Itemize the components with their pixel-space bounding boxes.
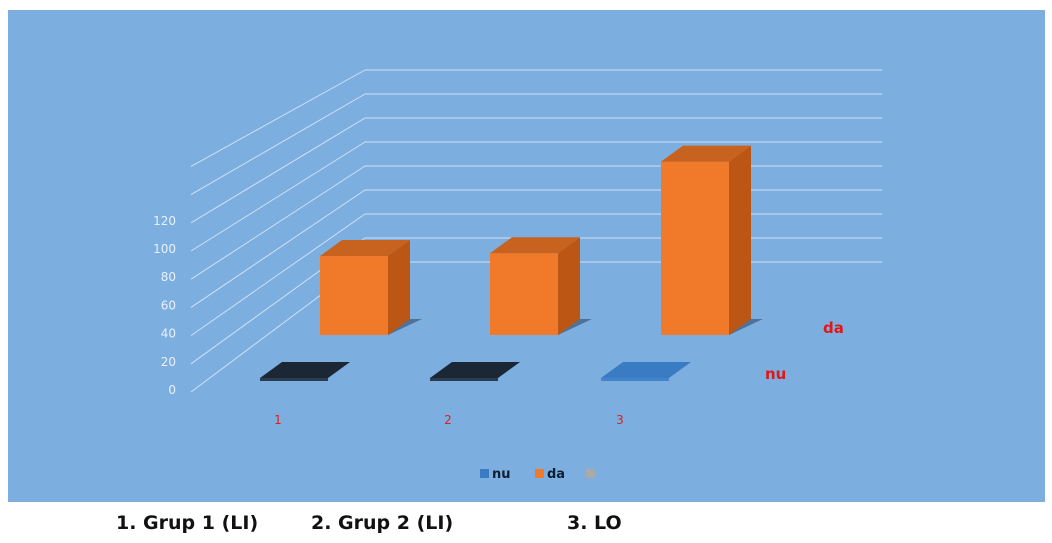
depth-label-da: da bbox=[823, 319, 844, 337]
gridline-diagonal bbox=[191, 142, 365, 251]
caption-row: 1. Grup 1 (LI) 2. Grup 2 (LI) 3. LO bbox=[0, 512, 1052, 542]
legend-label-da: da bbox=[547, 467, 565, 482]
bar-da-side-1 bbox=[388, 240, 410, 335]
y-tick-label: 80 bbox=[161, 270, 176, 284]
gridline-diagonal bbox=[191, 94, 365, 195]
category-label-3: 3 bbox=[616, 413, 624, 427]
bar-da-side-2 bbox=[558, 237, 580, 335]
bar-nu-front-1 bbox=[260, 378, 328, 381]
bar-da-1 bbox=[320, 256, 388, 335]
gridline-diagonal bbox=[191, 70, 365, 166]
chart-panel: 0 20 40 60 80 100 120 1 2 3 nu da nu da bbox=[8, 10, 1045, 502]
caption-group-1: 1. Grup 1 (LI) bbox=[116, 512, 258, 534]
depth-label-nu: nu bbox=[765, 365, 786, 383]
y-tick-label: 0 bbox=[168, 383, 176, 397]
y-tick-label: 40 bbox=[161, 327, 176, 341]
depth-labels: nu da bbox=[765, 319, 844, 383]
bar-da-2 bbox=[490, 253, 558, 335]
category-label-1: 1 bbox=[274, 413, 282, 427]
legend-swatch-da bbox=[535, 469, 544, 478]
legend-swatch-blank bbox=[586, 469, 595, 478]
bar-nu-1 bbox=[260, 362, 350, 378]
y-tick-label: 60 bbox=[161, 298, 176, 312]
caption-group-3: 3. LO bbox=[567, 512, 622, 534]
y-tick-label: 100 bbox=[153, 242, 176, 256]
y-tick-label: 120 bbox=[153, 214, 176, 228]
bar-da-3 bbox=[661, 162, 729, 335]
caption-group-2: 2. Grup 2 (LI) bbox=[311, 512, 453, 534]
legend: nu da bbox=[480, 467, 595, 482]
bar-nu-2 bbox=[430, 362, 520, 378]
category-label-2: 2 bbox=[444, 413, 452, 427]
bar-nu-3 bbox=[601, 362, 691, 378]
bar-nu-front-2 bbox=[430, 378, 498, 381]
bar-da-side-3 bbox=[729, 146, 751, 335]
bars bbox=[260, 146, 763, 381]
y-tick-labels: 0 20 40 60 80 100 120 bbox=[153, 214, 176, 397]
legend-label-nu: nu bbox=[492, 467, 511, 482]
chart-svg: 0 20 40 60 80 100 120 1 2 3 nu da nu da bbox=[8, 10, 1045, 502]
bar-nu-front-3 bbox=[601, 378, 669, 381]
legend-swatch-nu bbox=[480, 469, 489, 478]
gridlines bbox=[191, 70, 882, 392]
y-tick-label: 20 bbox=[161, 355, 176, 369]
category-labels: 1 2 3 bbox=[274, 413, 624, 427]
